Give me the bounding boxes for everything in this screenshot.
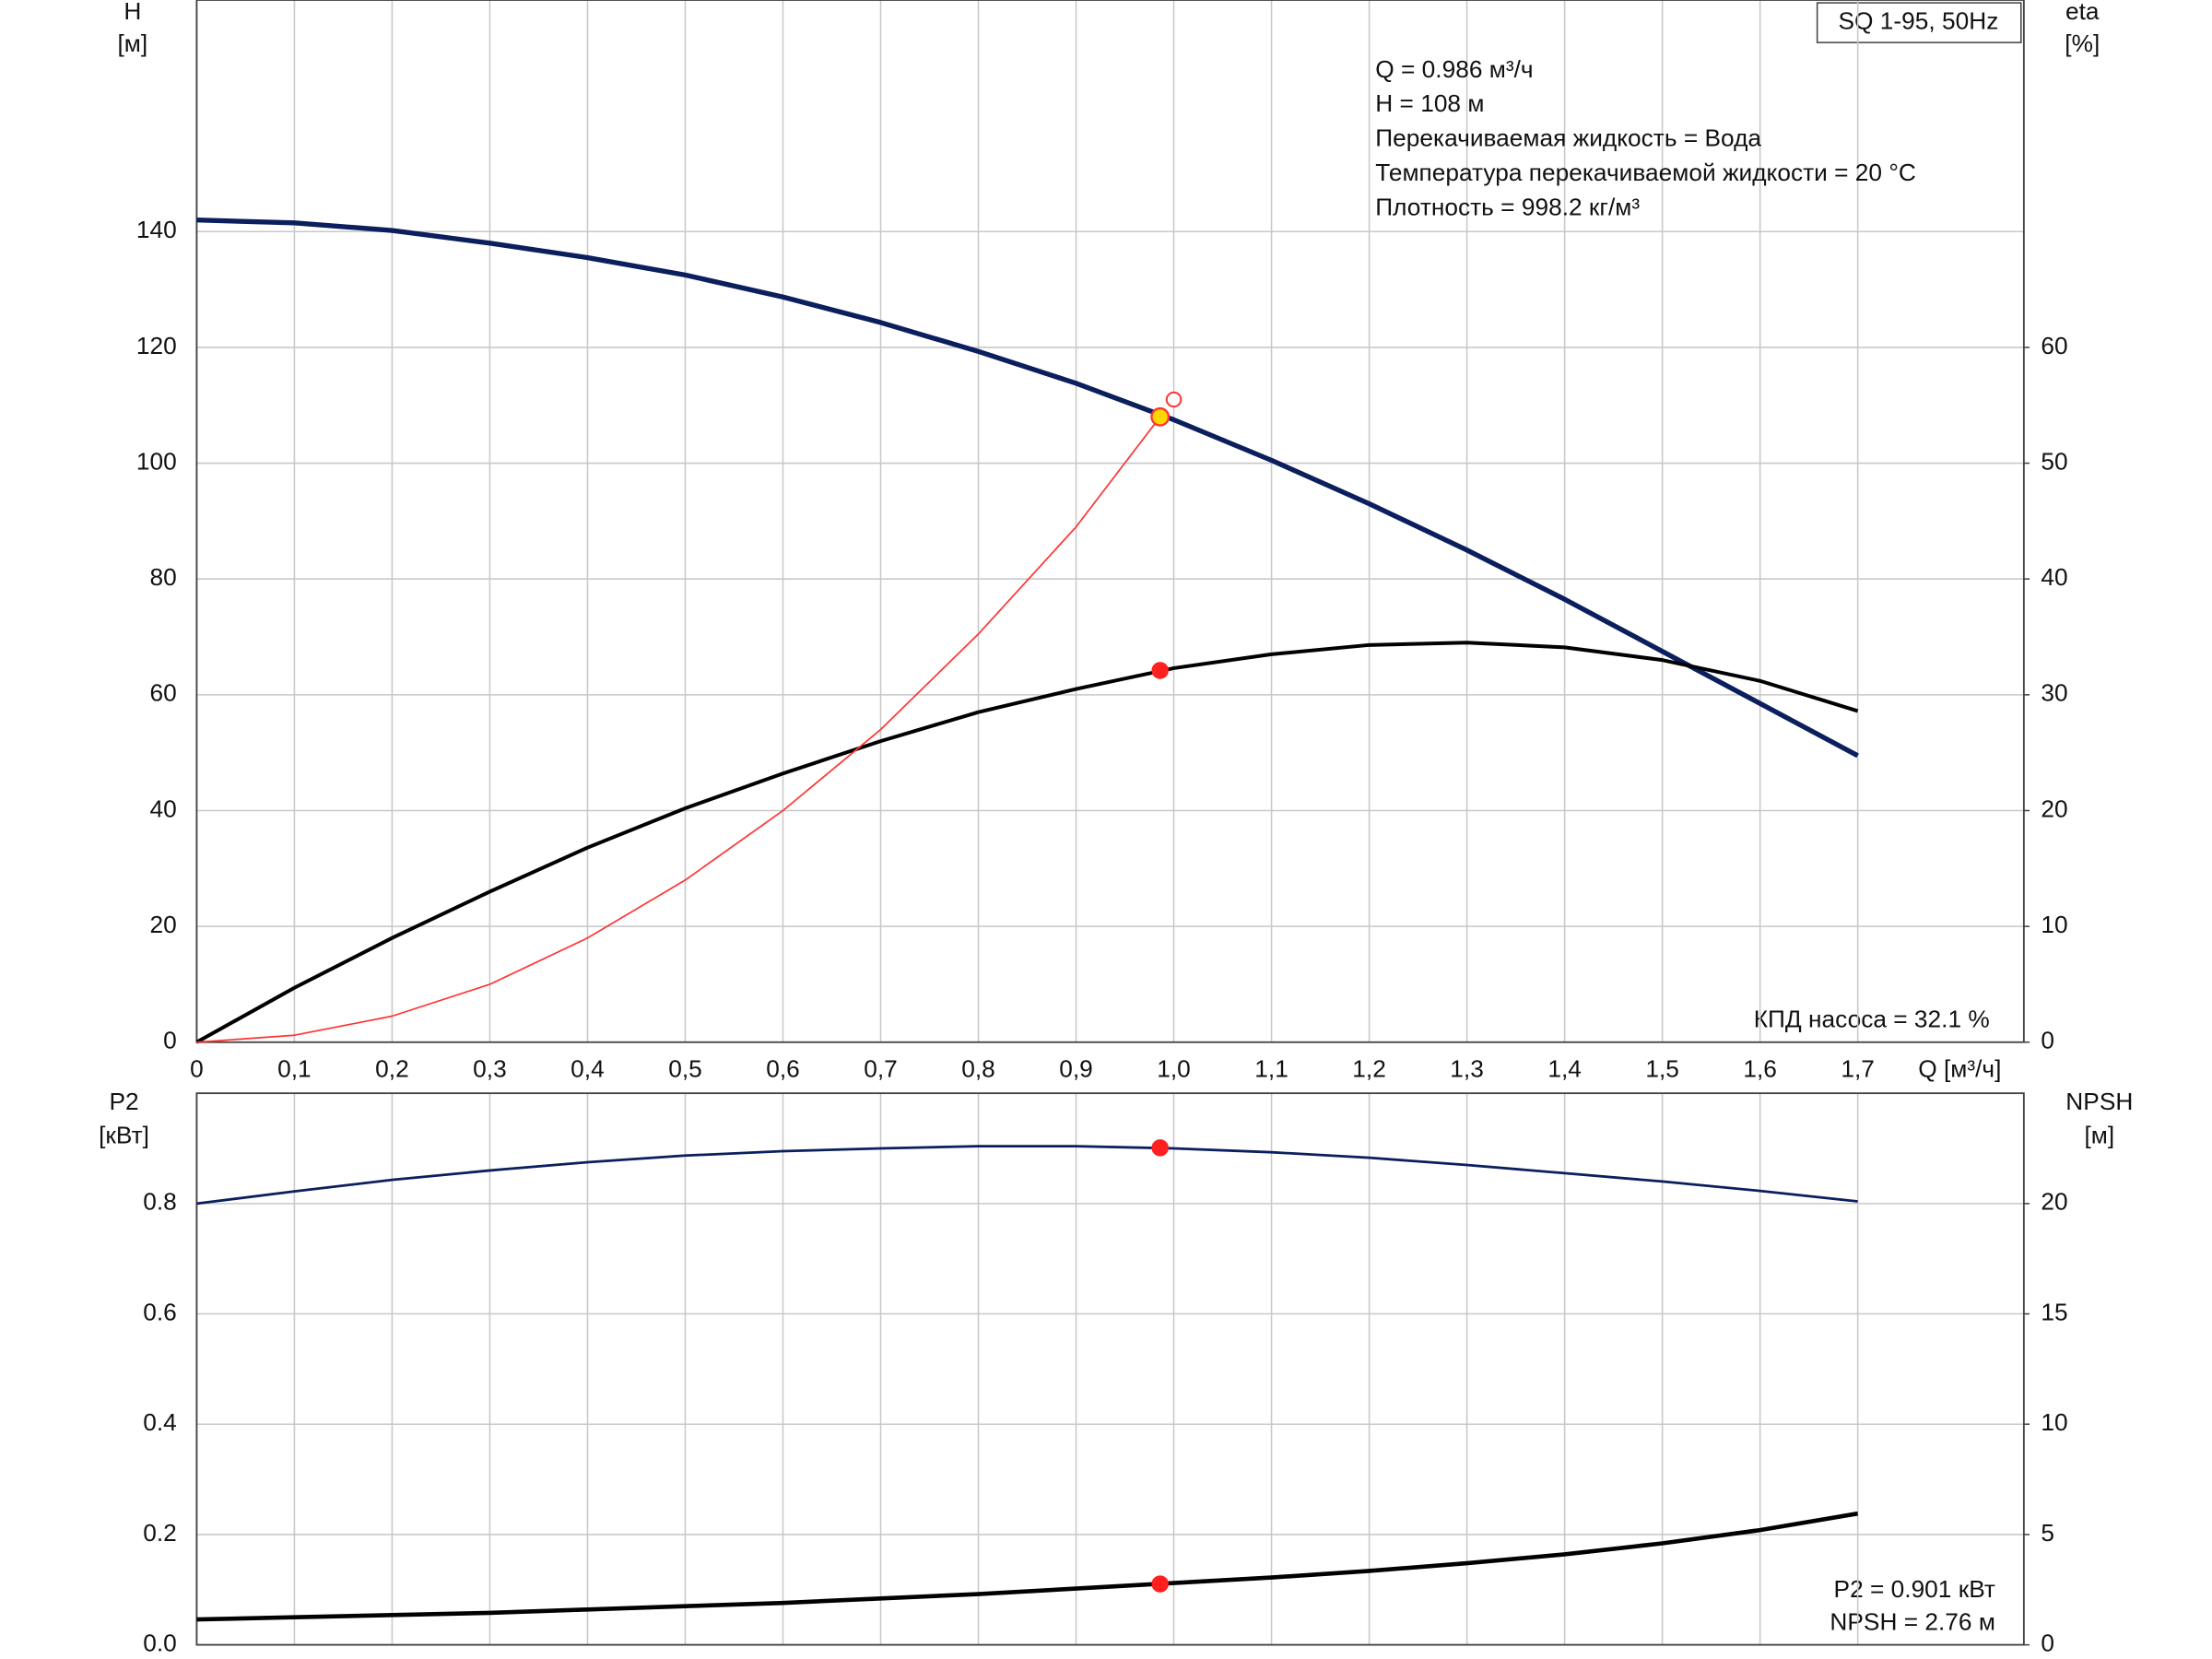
y-tick-label: 0.8 [143, 1188, 177, 1216]
x-tick-label: 0 [190, 1055, 204, 1083]
y-tick-label: 80 [150, 563, 177, 591]
x-tick-label: 1,1 [1254, 1055, 1288, 1083]
chart-title: SQ 1-95, 50Hz [1839, 7, 1999, 35]
y-tick-label: 40 [150, 794, 177, 822]
y-tick-label: 20 [150, 911, 177, 938]
series-line [195, 641, 1859, 1044]
series-line [196, 218, 1859, 759]
duty-point [1151, 1575, 1169, 1593]
annotation: P2 = 0.901 кВт [1834, 1575, 1995, 1603]
y-tick-label: 0 [163, 1027, 177, 1054]
x-tick-label: 1,3 [1450, 1055, 1484, 1083]
y-tick-label: 100 [136, 448, 177, 476]
info-line: Перекачиваемая жидкость = Вода [1375, 124, 1761, 152]
y-tick-label: 0.0 [143, 1630, 177, 1657]
info-line: H = 108 м [1375, 89, 1484, 117]
x-tick-label: 1,4 [1547, 1055, 1582, 1083]
y-tick-label: 120 [136, 332, 177, 359]
grid-layer [195, 0, 2030, 1646]
info-line: Температура перекачиваемой жидкости = 20… [1375, 159, 1916, 186]
y2-tick-label: 15 [2041, 1299, 2067, 1326]
series-line [196, 1511, 1859, 1622]
x-tick-label: 0,3 [473, 1055, 507, 1083]
series-line [196, 1145, 1858, 1206]
info-line: Q = 0.986 м³/ч [1375, 55, 1533, 83]
x-tick-label: 1,0 [1157, 1055, 1191, 1083]
y-axis-label: H [124, 0, 141, 25]
x-tick-label: 0,4 [571, 1055, 605, 1083]
legend-box [1816, 2, 2022, 43]
y2-tick-label: 30 [2041, 679, 2067, 707]
y-tick-label: 60 [150, 679, 177, 707]
x-tick-label: 0,7 [864, 1055, 898, 1083]
y-tick-label: 0.6 [143, 1299, 177, 1326]
y-tick-label: 0.2 [143, 1519, 177, 1547]
y2-tick-label: 40 [2041, 563, 2067, 591]
annotation: КПД насоса = 32.1 % [1754, 1006, 1990, 1033]
plot-frame [195, 1092, 2025, 1646]
info-line: Плотность = 998.2 кг/м³ [1375, 193, 1640, 220]
plot-frame [195, 0, 2025, 1043]
series-line [196, 416, 1161, 1043]
x-tick-label: 0,1 [277, 1055, 312, 1083]
y2-axis-label: NPSH [2065, 1088, 2133, 1115]
y2-axis-label: eta [2065, 0, 2100, 25]
duty-point [1151, 1139, 1169, 1157]
y2-tick-label: 10 [2041, 1408, 2067, 1436]
y-axis-unit: [м] [117, 29, 147, 57]
y2-tick-label: 0 [2041, 1630, 2054, 1657]
annotation: NPSH = 2.76 м [1830, 1608, 1995, 1636]
y2-tick-label: 0 [2041, 1027, 2054, 1054]
requested-point [1165, 391, 1182, 408]
y2-axis-unit: [м] [2084, 1122, 2114, 1149]
y2-tick-label: 20 [2041, 794, 2067, 822]
y-tick-label: 0.4 [143, 1408, 177, 1436]
y2-tick-label: 5 [2041, 1519, 2054, 1547]
y2-tick-label: 10 [2041, 911, 2067, 938]
text-layer: Q = 0.986 м³/ч H = 108 м Перекачиваемая жи… [136, 55, 2068, 1657]
x-tick-label: 1,5 [1645, 1055, 1679, 1083]
x-tick-label: 0,2 [375, 1055, 409, 1083]
y2-tick-label: 60 [2041, 332, 2067, 359]
x-axis-label: Q [м³/ч] [1918, 1055, 2001, 1083]
y-axis-unit: [кВт] [99, 1122, 149, 1149]
x-tick-label: 1,2 [1352, 1055, 1386, 1083]
x-tick-label: 1,7 [1841, 1055, 1875, 1083]
x-tick-label: 1,6 [1743, 1055, 1777, 1083]
x-tick-label: 0,6 [766, 1055, 800, 1083]
x-tick-label: 0,5 [668, 1055, 702, 1083]
duty-point [1150, 406, 1171, 427]
y2-tick-label: 20 [2041, 1188, 2067, 1216]
duty-point [1151, 662, 1169, 679]
y2-axis-unit: [%] [2065, 29, 2100, 57]
line-layer [195, 218, 1859, 1622]
x-tick-label: 0,8 [961, 1055, 995, 1083]
y-tick-label: 140 [136, 216, 177, 243]
y-axis-label: P2 [109, 1088, 138, 1115]
y2-tick-label: 50 [2041, 448, 2067, 476]
x-tick-label: 0,9 [1059, 1055, 1093, 1083]
